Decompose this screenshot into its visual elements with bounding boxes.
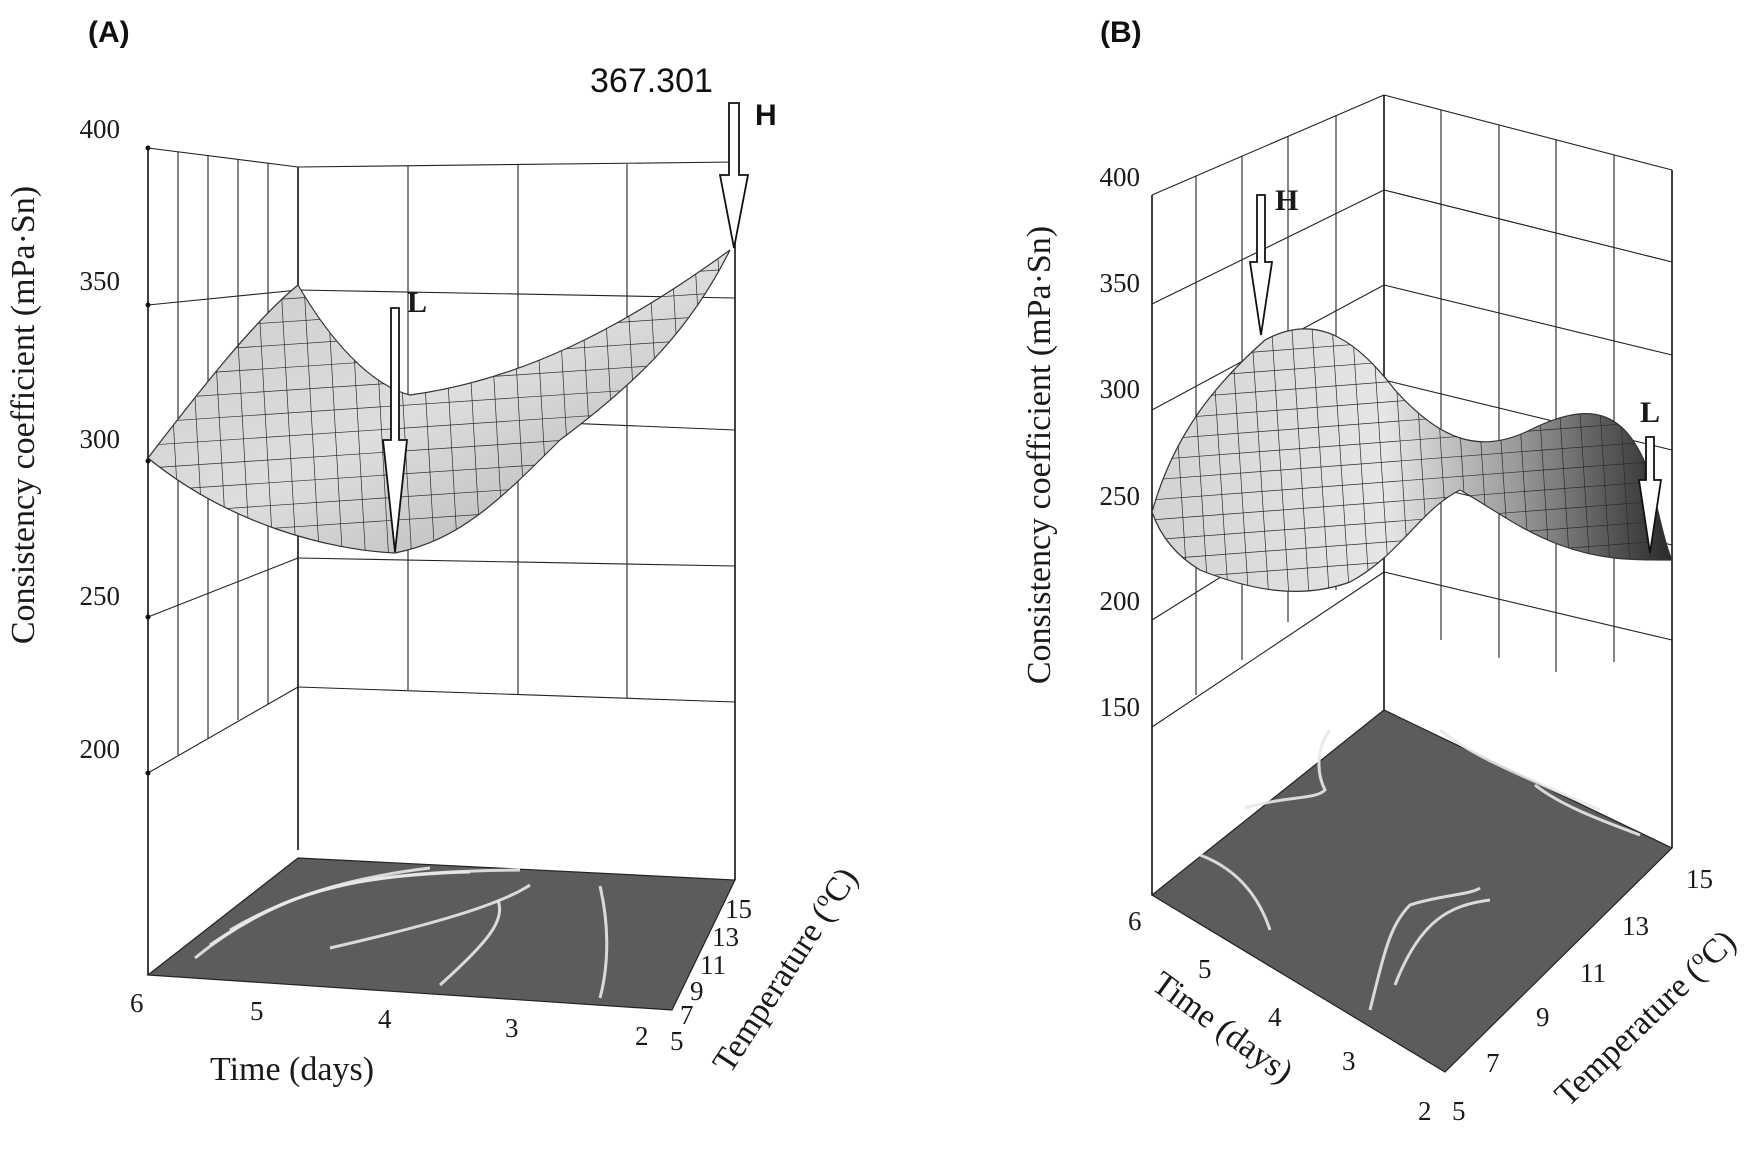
panel-b-time-tick: 2 xyxy=(1418,1096,1432,1126)
surface-mesh-line xyxy=(1152,439,1672,481)
panel-b-ztick: 150 xyxy=(1100,692,1141,722)
surface-mesh-line xyxy=(1371,328,1391,592)
panel-a-time-axis-title: Time (days) xyxy=(210,1051,374,1088)
panel-b-low-label: L xyxy=(1640,396,1660,429)
panel-b-temp-ticks: 15 13 11 9 7 5 xyxy=(1452,864,1713,1126)
surface-mesh-line xyxy=(1152,339,1672,381)
panel-a-temp-tick: 5 xyxy=(670,1026,684,1056)
surface-mesh-line xyxy=(1311,328,1330,592)
panel-a-time-tick: 4 xyxy=(378,1004,392,1034)
panel-b-ztick: 400 xyxy=(1100,162,1141,192)
panel-b-high-marker: H xyxy=(1248,184,1298,336)
surface-mesh-line xyxy=(1152,479,1672,521)
panel-a-temp-tick: 9 xyxy=(690,976,704,1006)
panel-a-time-ticks: 6 5 4 3 2 xyxy=(130,988,649,1051)
panel-b-temp-axis-title: Temperature (oC) xyxy=(1545,921,1743,1114)
panel-a-low-marker: L xyxy=(381,286,427,553)
surface-mesh-line xyxy=(1152,328,1672,361)
panel-b-ztick: 250 xyxy=(1100,481,1141,511)
panel-a-time-tick: 5 xyxy=(250,996,264,1026)
panel-b-surface xyxy=(1151,328,1673,592)
panel-a-high-marker: H 367.301 xyxy=(590,62,777,249)
panel-a-z-axis-title: Consistency coefficient (mPa·Sn) xyxy=(5,186,42,644)
panel-a-ztick: 350 xyxy=(80,266,121,296)
panel-b-time-tick: 6 xyxy=(1128,906,1142,936)
surface-mesh-line xyxy=(1290,328,1310,592)
panel-a-time-tick: 2 xyxy=(635,1021,649,1051)
panel-a-temp-tick: 15 xyxy=(725,894,752,924)
panel-b-temp-tick: 15 xyxy=(1686,864,1713,894)
panel-b-time-ticks: 6 5 4 3 2 xyxy=(1128,906,1432,1126)
panel-b: (B) xyxy=(1021,16,1743,1126)
panel-a-surface xyxy=(147,249,731,554)
surface-mesh-line xyxy=(1250,328,1270,592)
panel-a-ztick: 250 xyxy=(80,581,121,611)
surface-mesh-line xyxy=(1152,499,1672,541)
panel-b-time-tick: 4 xyxy=(1268,1002,1282,1032)
panel-a: (A) xyxy=(5,16,865,1088)
panel-b-z-ticks: 400 350 300 250 200 150 xyxy=(1100,162,1141,722)
panel-a-ztick: 200 xyxy=(80,734,121,764)
surface-mesh-line xyxy=(148,250,730,264)
panel-a-label: (A) xyxy=(88,16,130,49)
panel-b-temp-tick: 7 xyxy=(1486,1048,1500,1078)
panel-a-back-grid xyxy=(145,145,736,975)
panel-a-temp-ticks: 15 13 11 9 7 5 xyxy=(670,894,752,1056)
panel-a-time-tick: 3 xyxy=(505,1013,519,1043)
panel-a-temp-tick: 11 xyxy=(700,950,726,980)
panel-a-temp-tick: 7 xyxy=(680,1000,694,1030)
surface-mesh-line xyxy=(148,250,730,287)
panel-b-temp-tick: 11 xyxy=(1580,958,1606,988)
surface-mesh-line xyxy=(148,268,730,309)
surface-mesh-line xyxy=(716,250,730,553)
panel-b-ztick: 300 xyxy=(1100,374,1141,404)
panel-a-ztick: 300 xyxy=(80,424,121,454)
panel-b-contour-floor xyxy=(1150,709,1674,1073)
surface-mesh-line xyxy=(1270,328,1290,592)
surface-mesh-line xyxy=(647,250,667,553)
panel-b-temp-tick: 9 xyxy=(1536,1002,1550,1032)
panel-b-high-label: H xyxy=(1275,184,1298,217)
panel-a-low-label: L xyxy=(407,286,427,319)
panel-a-temp-tick: 13 xyxy=(712,922,739,952)
panel-b-temp-tick: 13 xyxy=(1622,911,1649,941)
surface-mesh-line xyxy=(1331,328,1351,592)
panel-a-high-label: H xyxy=(755,99,777,132)
panel-b-ztick: 350 xyxy=(1100,268,1141,298)
surface-mesh-line xyxy=(1152,419,1672,461)
panel-b-ztick: 200 xyxy=(1100,586,1141,616)
panel-b-low-marker: L xyxy=(1637,396,1663,554)
surface-mesh-line xyxy=(1351,328,1371,592)
panel-b-time-tick: 5 xyxy=(1198,954,1212,984)
panel-a-time-tick: 6 xyxy=(130,988,144,1018)
surface-mesh-line xyxy=(1152,328,1672,341)
panel-b-label: (B) xyxy=(1100,16,1142,49)
panel-a-ztick: 400 xyxy=(80,114,121,144)
panel-b-time-tick: 3 xyxy=(1342,1046,1356,1076)
panel-a-contour-floor xyxy=(146,857,736,1011)
panel-a-z-ticks: 400 350 300 250 200 xyxy=(80,114,121,764)
surface-mesh-line xyxy=(1152,459,1672,501)
panel-b-temp-tick: 5 xyxy=(1452,1096,1466,1126)
panel-a-peak-value: 367.301 xyxy=(590,62,713,100)
panel-b-z-axis-title: Consistency coefficient (mPa·Sn) xyxy=(1021,226,1058,684)
